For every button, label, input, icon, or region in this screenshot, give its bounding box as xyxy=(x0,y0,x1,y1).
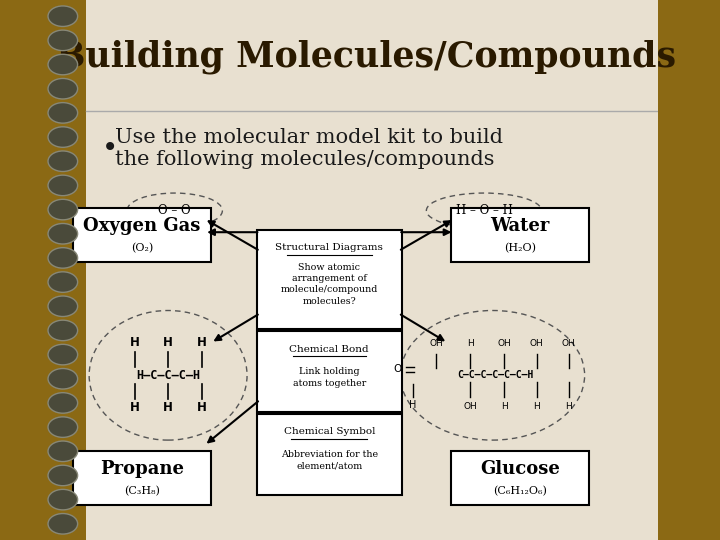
Text: (H₂O): (H₂O) xyxy=(504,243,536,254)
FancyBboxPatch shape xyxy=(73,208,211,262)
Text: Propane: Propane xyxy=(100,460,184,478)
FancyBboxPatch shape xyxy=(451,451,589,505)
FancyBboxPatch shape xyxy=(257,414,402,495)
Text: the following molecules/compounds: the following molecules/compounds xyxy=(115,150,495,169)
Ellipse shape xyxy=(48,489,78,510)
Text: Glucose: Glucose xyxy=(480,460,560,478)
Ellipse shape xyxy=(48,368,78,389)
Ellipse shape xyxy=(400,310,585,440)
Text: Structural Diagrams: Structural Diagrams xyxy=(275,243,383,252)
Ellipse shape xyxy=(48,272,78,292)
Text: (O₂): (O₂) xyxy=(130,243,153,254)
Ellipse shape xyxy=(48,6,78,26)
Ellipse shape xyxy=(48,30,78,51)
Text: (C₆H₁₂O₆): (C₆H₁₂O₆) xyxy=(493,486,547,497)
Text: Chemical Symbol: Chemical Symbol xyxy=(284,427,375,436)
Ellipse shape xyxy=(48,78,78,99)
Text: Show atomic
arrangement of
molecule/compound
molecules?: Show atomic arrangement of molecule/comp… xyxy=(281,262,378,306)
Text: H: H xyxy=(501,402,508,411)
Ellipse shape xyxy=(48,199,78,220)
Ellipse shape xyxy=(48,345,78,365)
Text: H: H xyxy=(197,401,207,414)
Ellipse shape xyxy=(48,465,78,485)
Text: Abbreviation for the
element/atom: Abbreviation for the element/atom xyxy=(281,450,378,470)
Ellipse shape xyxy=(48,175,78,195)
Ellipse shape xyxy=(127,193,222,228)
Text: H–C–C–C–H: H–C–C–C–H xyxy=(136,369,200,382)
Text: H: H xyxy=(534,402,540,411)
FancyBboxPatch shape xyxy=(86,0,658,540)
Text: OH: OH xyxy=(498,340,511,348)
Ellipse shape xyxy=(48,393,78,413)
Ellipse shape xyxy=(48,55,78,75)
FancyBboxPatch shape xyxy=(257,331,402,412)
Ellipse shape xyxy=(48,296,78,316)
Text: Chemical Bond: Chemical Bond xyxy=(289,345,369,354)
Text: H: H xyxy=(130,336,140,349)
Text: OH: OH xyxy=(463,402,477,411)
FancyBboxPatch shape xyxy=(451,208,589,262)
Ellipse shape xyxy=(48,151,78,172)
Ellipse shape xyxy=(48,103,78,123)
Text: H – O – H: H – O – H xyxy=(456,204,513,217)
Text: H: H xyxy=(197,336,207,349)
Text: O: O xyxy=(394,364,402,374)
Text: (C₃H₈): (C₃H₈) xyxy=(124,486,160,497)
Ellipse shape xyxy=(48,127,78,147)
Ellipse shape xyxy=(48,441,78,462)
Text: O – O: O – O xyxy=(158,204,191,217)
Text: C–C–C–C–C–C–H: C–C–C–C–C–C–H xyxy=(457,370,534,380)
Text: H: H xyxy=(163,336,173,349)
Ellipse shape xyxy=(48,417,78,437)
Text: Building Molecules/Compounds: Building Molecules/Compounds xyxy=(55,39,675,74)
Ellipse shape xyxy=(48,224,78,244)
Text: H: H xyxy=(409,400,417,410)
Text: OH: OH xyxy=(429,340,443,348)
Text: Water: Water xyxy=(490,217,550,235)
Text: •: • xyxy=(102,134,119,163)
Ellipse shape xyxy=(48,514,78,534)
Text: Use the molecular model kit to build: Use the molecular model kit to build xyxy=(115,128,503,147)
Text: H: H xyxy=(467,340,474,348)
Text: Link holding
atoms together: Link holding atoms together xyxy=(293,367,366,388)
FancyBboxPatch shape xyxy=(73,451,211,505)
Text: OH: OH xyxy=(562,340,576,348)
FancyBboxPatch shape xyxy=(257,230,402,329)
Ellipse shape xyxy=(48,248,78,268)
Text: H: H xyxy=(130,401,140,414)
Ellipse shape xyxy=(48,320,78,341)
Text: OH: OH xyxy=(530,340,544,348)
Ellipse shape xyxy=(89,310,247,440)
Text: H: H xyxy=(565,402,572,411)
Ellipse shape xyxy=(426,193,541,228)
Text: Oxygen Gas: Oxygen Gas xyxy=(83,217,200,235)
Text: H: H xyxy=(163,401,173,414)
